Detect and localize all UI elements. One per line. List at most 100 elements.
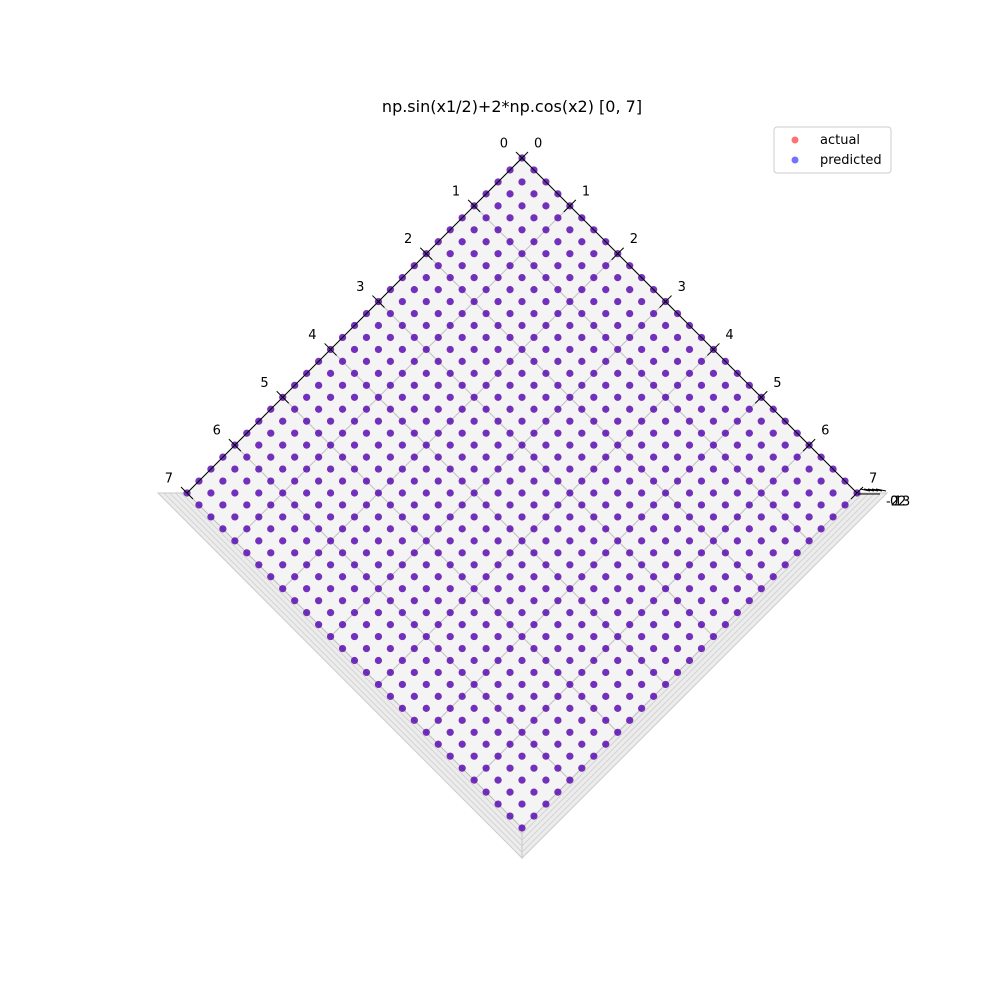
- point-predicted: [494, 321, 502, 330]
- point-predicted: [410, 668, 418, 677]
- point-predicted: [362, 381, 371, 389]
- point-predicted: [614, 704, 622, 712]
- point-predicted: [506, 190, 514, 198]
- point-predicted: [338, 597, 347, 605]
- z-tick-label: 2: [898, 495, 906, 510]
- point-predicted: [661, 609, 670, 617]
- point-predicted: [386, 597, 394, 605]
- point-predicted: [434, 333, 442, 342]
- point-predicted: [530, 716, 538, 724]
- point-predicted: [470, 609, 478, 617]
- point-predicted: [362, 549, 371, 557]
- z-tick-label: 0: [890, 495, 898, 510]
- point-predicted: [482, 692, 490, 700]
- point-predicted: [602, 333, 610, 342]
- point-predicted: [315, 573, 323, 581]
- x1-tick: [324, 343, 337, 356]
- point-predicted: [243, 453, 251, 461]
- data-points: [183, 154, 861, 832]
- point-predicted: [362, 525, 371, 533]
- point-predicted: [590, 321, 598, 330]
- point-predicted: [350, 465, 359, 473]
- x2-tick: [754, 390, 768, 404]
- point-predicted: [661, 465, 670, 473]
- point-predicted: [745, 597, 753, 605]
- point-predicted: [566, 345, 574, 354]
- point-predicted: [422, 465, 430, 473]
- point-predicted: [566, 680, 574, 689]
- point-predicted: [494, 226, 502, 234]
- point-predicted: [638, 585, 646, 593]
- point-predicted: [291, 525, 299, 533]
- point-predicted: [315, 405, 323, 413]
- point-predicted: [518, 345, 526, 354]
- point-predicted: [590, 513, 598, 521]
- point-predicted: [841, 501, 849, 509]
- point-predicted: [721, 405, 729, 413]
- point-predicted: [494, 274, 502, 282]
- point-predicted: [386, 453, 394, 461]
- point-predicted: [231, 537, 239, 545]
- point-predicted: [506, 573, 514, 581]
- point-predicted: [542, 465, 550, 473]
- x1-tick: [467, 199, 481, 213]
- point-predicted: [338, 453, 347, 461]
- point-predicted: [422, 561, 430, 569]
- point-predicted: [781, 537, 789, 545]
- point-predicted: [578, 621, 586, 629]
- point-predicted: [422, 297, 430, 306]
- point-predicted: [673, 644, 682, 653]
- point-predicted: [590, 561, 598, 569]
- point-predicted: [303, 465, 311, 473]
- point-predicted: [614, 369, 622, 377]
- point-predicted: [542, 226, 550, 234]
- point-predicted: [542, 297, 550, 306]
- point-predicted: [566, 752, 574, 760]
- point-predicted: [434, 644, 442, 653]
- x1-tick: [180, 486, 194, 500]
- point-predicted: [470, 776, 478, 784]
- point-predicted: [470, 680, 478, 689]
- point-predicted: [446, 704, 454, 712]
- point-predicted: [279, 585, 287, 593]
- point-predicted: [362, 573, 371, 581]
- point-predicted: [626, 597, 634, 605]
- point-predicted: [578, 668, 586, 677]
- point-predicted: [398, 656, 406, 665]
- point-predicted: [326, 537, 335, 545]
- x1-tick-label: 1: [452, 184, 460, 199]
- point-predicted: [518, 441, 526, 449]
- point-predicted: [255, 537, 263, 545]
- point-predicted: [709, 441, 718, 449]
- point-predicted: [697, 429, 706, 437]
- point-predicted: [817, 477, 825, 485]
- point-predicted: [769, 429, 777, 437]
- point-predicted: [482, 668, 490, 677]
- point-predicted: [793, 501, 801, 509]
- point-predicted: [530, 788, 538, 796]
- point-predicted: [350, 489, 359, 497]
- point-predicted: [769, 477, 777, 485]
- point-predicted: [769, 573, 777, 581]
- point-predicted: [542, 752, 550, 760]
- point-predicted: [626, 309, 634, 318]
- point-predicted: [721, 525, 729, 533]
- point-predicted: [650, 644, 658, 653]
- point-predicted: [362, 453, 371, 461]
- point-predicted: [470, 561, 478, 569]
- x2-tick-label: 3: [678, 280, 686, 295]
- point-predicted: [446, 728, 454, 736]
- point-predicted: [506, 812, 514, 820]
- point-predicted: [362, 501, 371, 509]
- point-predicted: [554, 764, 562, 772]
- point-predicted: [291, 573, 299, 581]
- point-predicted: [362, 597, 371, 605]
- point-predicted: [590, 704, 598, 712]
- point-predicted: [518, 752, 526, 760]
- point-predicted: [494, 680, 502, 689]
- point-predicted: [638, 680, 646, 689]
- point-predicted: [338, 501, 347, 509]
- point-predicted: [422, 274, 430, 282]
- point-predicted: [518, 274, 526, 282]
- point-predicted: [590, 369, 598, 377]
